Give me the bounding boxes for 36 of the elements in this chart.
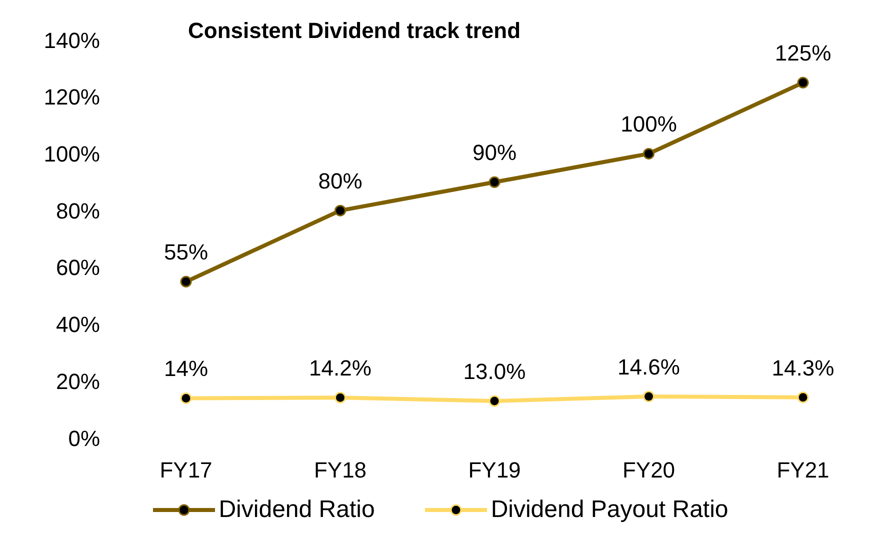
point: [180, 392, 192, 404]
y-tick-label: 140%: [44, 28, 100, 53]
chart-title: Consistent Dividend track trend: [188, 18, 521, 44]
x-tick-label: FY17: [160, 458, 212, 483]
data-label: 90%: [472, 140, 517, 166]
x-tick-label: FY19: [468, 458, 521, 483]
y-tick-label: 40%: [56, 312, 100, 338]
y-tick-label: 120%: [44, 84, 100, 110]
data-label: 55%: [164, 240, 208, 265]
point: [797, 392, 809, 404]
data-label: 14%: [164, 356, 208, 382]
x-tick-label: FY18: [314, 458, 367, 483]
point: [797, 76, 809, 88]
point: [488, 176, 500, 188]
data-label: 125%: [774, 40, 832, 66]
data-label: 14.6%: [618, 354, 680, 380]
data-label: 100%: [620, 112, 677, 137]
y-tick-label: 20%: [56, 368, 100, 394]
point: [180, 276, 192, 288]
legend-label: Dividend Payout Ratio: [490, 496, 728, 524]
point: [643, 390, 654, 402]
point: [643, 148, 654, 160]
x-tick-label: FY20: [622, 458, 676, 483]
x-tick-label: FY21: [776, 458, 830, 483]
data-label: 14.3%: [772, 355, 834, 380]
y-tick-label: 60%: [56, 255, 100, 280]
y-tick-label: 0%: [68, 426, 100, 451]
y-tick-label: 80%: [56, 198, 100, 224]
data-label: 14.2%: [309, 356, 372, 381]
legend-label: Dividend Ratio: [218, 496, 375, 524]
point: [334, 392, 346, 404]
y-tick-label: 100%: [44, 142, 100, 167]
data-label: 80%: [318, 168, 362, 194]
point: [488, 395, 500, 407]
data-label: 13.0%: [463, 359, 526, 384]
point: [334, 204, 346, 216]
